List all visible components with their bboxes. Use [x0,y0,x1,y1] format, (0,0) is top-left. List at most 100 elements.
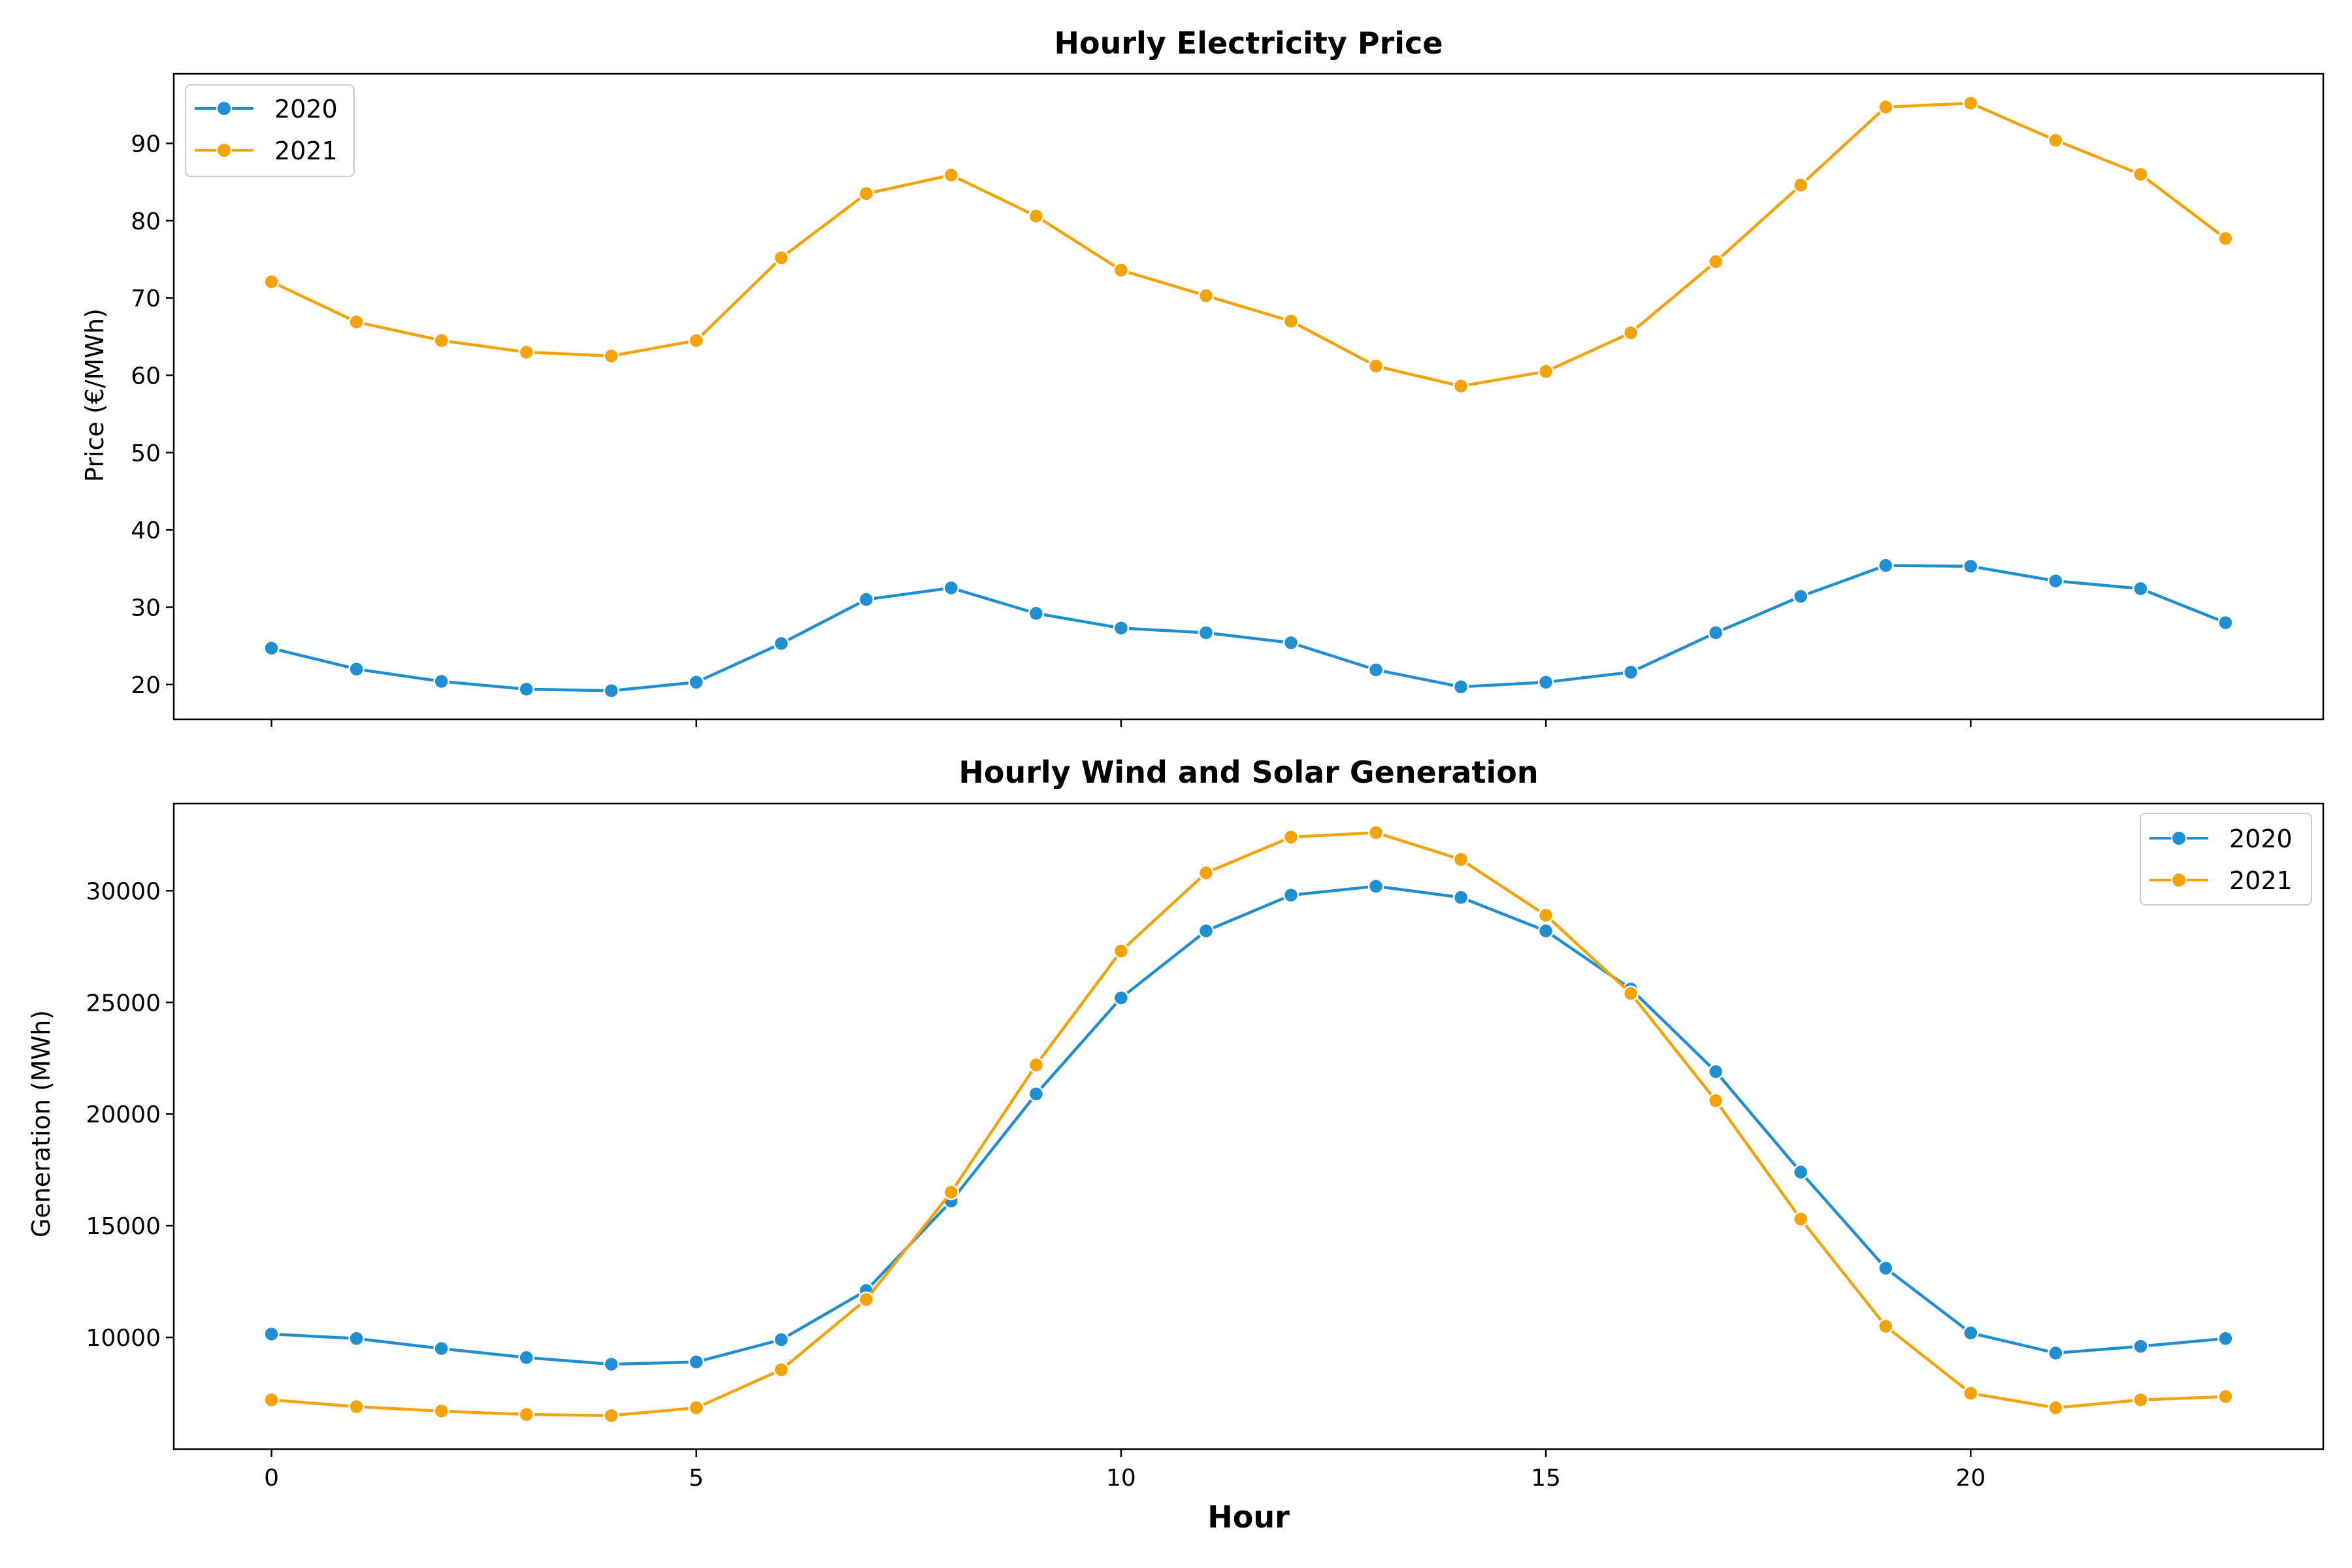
data-point-2021 [1622,325,1639,341]
x-tick-label: 20 [1955,1465,1985,1492]
data-point-2021 [263,1392,280,1409]
price-chart-marks: 20 30 40 50 60 70 80 90 [131,95,2234,727]
data-point-2021 [943,1184,960,1201]
price-chart-legend: 2020 2021 [185,84,355,177]
data-point-2020 [1113,990,1130,1006]
y-tick-label: 30 [131,595,161,621]
data-point-2020 [1198,923,1215,939]
data-point-2020 [943,580,960,596]
data-point-2020 [1452,679,1469,695]
data-point-2021 [1282,829,1299,845]
data-point-2020 [773,635,790,652]
y-tick-label: 80 [131,208,161,235]
y-tick-label: 70 [131,286,161,312]
data-point-2021 [1198,287,1215,304]
data-point-2020 [2217,614,2234,631]
data-point-2020 [2217,1330,2234,1347]
data-point-2021 [1282,313,1299,329]
data-point-2021 [2132,1392,2149,1409]
data-point-2020 [688,1354,704,1370]
data-point-2021 [1367,358,1384,374]
data-point-2021 [1963,95,1979,112]
generation-chart-title: Hourly Wind and Solar Generation [958,755,1538,790]
data-point-2020 [773,1331,790,1348]
data-point-2020 [1622,664,1639,681]
data-point-2020 [1963,1324,1979,1341]
data-point-2020 [1878,557,1894,574]
data-point-2021 [2132,166,2149,183]
data-point-2020 [603,1356,619,1373]
data-point-2020 [1707,625,1724,641]
data-point-2021 [433,1403,449,1420]
data-point-2020 [1367,662,1384,678]
price-chart: Hourly Electricity Price Price (€/MWh) 2… [80,25,2325,727]
legend-marker-2021 [2171,872,2187,888]
generation-chart-frame [172,802,2325,1450]
data-point-2021 [603,348,619,365]
data-point-2021 [1028,208,1045,224]
data-point-2020 [1707,1063,1724,1080]
data-point-2020 [433,673,449,690]
data-point-2020 [348,661,365,678]
data-point-2021 [1707,1092,1724,1109]
data-point-2021 [348,1398,365,1415]
generation-chart-y-axis-label: Generation (MWh) [27,1010,56,1237]
data-point-2020 [433,1340,449,1357]
legend-marker-2020 [216,101,232,116]
data-point-2021 [1113,262,1130,278]
data-point-2021 [1537,363,1554,380]
data-point-2021 [1367,825,1384,841]
data-point-2020 [688,674,704,691]
data-point-2021 [1452,378,1469,395]
data-point-2020 [1028,605,1045,622]
legend-label-2020: 2020 [274,95,338,123]
generation-chart-legend: 2020 2021 [2140,813,2312,906]
data-point-2021 [773,1362,790,1378]
data-point-2021 [1707,253,1724,270]
data-point-2021 [688,1399,704,1416]
price-chart-title: Hourly Electricity Price [1054,25,1443,61]
data-point-2020 [2048,572,2064,589]
data-point-2021 [2048,132,2064,149]
series-line-2021 [270,101,2227,388]
price-chart-frame [172,73,2325,721]
data-point-2021 [2217,1388,2234,1405]
data-point-2021 [1537,907,1554,924]
data-point-2021 [1793,1211,1809,1228]
data-point-2021 [2217,230,2234,247]
generation-chart-x-axis-label: Hour [1207,1499,1290,1535]
legend-label-2021: 2021 [274,137,338,165]
data-point-2021 [603,1407,619,1424]
data-point-2020 [1963,558,1979,574]
x-tick-label: 15 [1531,1465,1561,1492]
series-line-2020 [271,564,2227,693]
y-tick-label: 20 [131,672,161,699]
data-point-2020 [1878,1260,1894,1277]
y-tick-label: 60 [131,363,161,389]
data-point-2020 [1537,923,1554,939]
legend-label-2020: 2020 [2229,825,2293,853]
data-point-2021 [1028,1056,1045,1073]
data-point-2021 [433,332,449,349]
data-point-2021 [518,1406,534,1423]
data-point-2020 [1028,1086,1045,1102]
data-point-2020 [2132,580,2149,597]
legend-marker-2020 [2171,830,2187,846]
data-point-2020 [2132,1338,2149,1354]
data-point-2020 [1198,625,1215,641]
data-point-2021 [858,1291,875,1308]
x-tick-label: 10 [1106,1465,1136,1492]
data-point-2021 [858,186,875,202]
x-tick-label: 0 [264,1465,279,1492]
data-point-2020 [263,640,280,657]
data-point-2021 [1452,851,1469,868]
data-point-2021 [1113,943,1130,959]
y-tick-label: 90 [131,131,161,157]
data-point-2020 [1282,887,1299,904]
data-point-2020 [2048,1345,2064,1362]
data-point-2020 [1367,878,1384,894]
data-point-2021 [2048,1399,2064,1416]
data-point-2020 [1113,620,1130,636]
